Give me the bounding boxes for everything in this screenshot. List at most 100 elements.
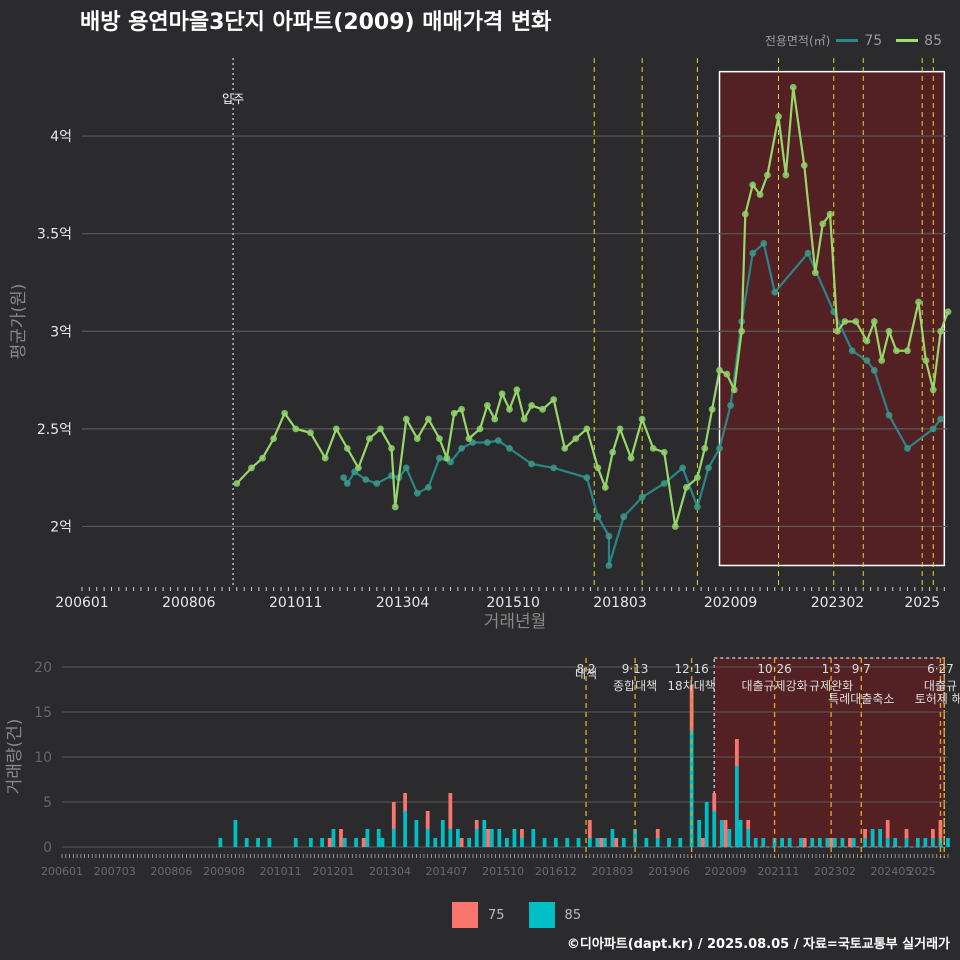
series-75-point-14: [483, 439, 491, 446]
series-85-point-68: [870, 318, 878, 325]
series-85-point-48: [708, 405, 716, 413]
series-85-point-38: [609, 448, 617, 456]
volume-x-tick-label-15: 202405: [870, 865, 912, 878]
series-75-line: [342, 241, 942, 566]
series-85-point-10: [354, 464, 362, 472]
price-x-tick-label-5: 201803: [593, 595, 646, 611]
series-75-point-8: [413, 489, 421, 497]
series-75-point-35: [804, 249, 812, 257]
bar-85-29: [520, 838, 524, 847]
series-85-point-54: [749, 181, 757, 189]
bar-85-3: [256, 838, 260, 847]
bar-85-60: [810, 838, 815, 847]
series-75-point-30: [727, 402, 734, 409]
bar-85-31: [542, 838, 547, 847]
bar-75-11: [587, 820, 592, 838]
volume-chart: 0 5 10 15 20 8·2대책 9·13 종합대책 12·16 18차대책 10·26 대출규제…: [5, 657, 960, 878]
bar-85-65: [851, 838, 856, 847]
policy-label-0: 대책: [575, 666, 597, 681]
legend-box-label-75: 75: [488, 907, 505, 923]
series-85-point-29: [520, 415, 528, 423]
series-75-point-7: [402, 464, 410, 472]
series-75-point-17: [528, 460, 535, 468]
bar-85-19: [440, 820, 445, 847]
price-highlight-box: [718, 70, 946, 567]
bar-85-22: [467, 838, 472, 847]
series-85-point-71: [893, 347, 900, 355]
bar-85-52: [738, 820, 743, 847]
legend-box-85: [528, 902, 555, 928]
bar-85-18: [433, 838, 438, 847]
bar-75-17: [712, 793, 717, 811]
bar-85-74: [931, 838, 935, 847]
series-75-point-34: [771, 288, 779, 296]
series-75-point-40: [885, 411, 893, 419]
volume-x-tick-label-8: 201510: [482, 865, 524, 878]
bar-85-8: [331, 829, 336, 847]
bar-75-1: [339, 829, 343, 847]
bar-85-16: [414, 820, 419, 847]
policy-date-3: 10·26: [757, 662, 791, 676]
series-75-point-37: [848, 347, 856, 355]
footer-credit: ©디아파트(dapt.kr) / 2025.08.05 / 자료=국토교통부 실…: [566, 937, 950, 952]
volume-x-tick-label-10: 201803: [591, 865, 633, 878]
bar-85-32: [554, 838, 558, 847]
series-85-point-46: [694, 474, 701, 482]
bar-75-21: [802, 838, 807, 847]
bottom-legend: 75 85: [452, 902, 595, 928]
bar-85-72: [915, 838, 920, 847]
policy-date-5: 9·7: [852, 662, 871, 676]
chart-title: 배방 용연마을3단지 아파트(2009) 매매가격 변화: [80, 10, 552, 35]
series-85-point-52: [738, 327, 746, 335]
series-85-point-13: [388, 444, 395, 452]
series-85-point-57: [775, 113, 782, 120]
series-85-point-63: [826, 210, 834, 218]
series-85-point-17: [425, 415, 432, 423]
series-85-point-8: [332, 425, 340, 433]
volume-x-tick-label-0: 200601: [41, 865, 83, 878]
series-85-point-7: [321, 454, 329, 462]
series-75-point-41: [904, 444, 911, 452]
series-85-point-75: [929, 386, 937, 394]
bar-85-14: [391, 829, 396, 847]
series-85-point-72: [904, 347, 911, 355]
series-75-point-43: [937, 415, 945, 423]
bar-85-51: [734, 766, 739, 847]
volume-y-axis-label: 거래량(건): [5, 719, 25, 795]
series-85-point-1: [248, 464, 255, 472]
bar-75-7: [459, 838, 464, 847]
bar-85-34: [576, 838, 581, 847]
series-85-point-40: [627, 454, 635, 462]
series-85-point-15: [402, 415, 410, 423]
policy-date-2: 12·16: [674, 662, 708, 676]
bar-85-15: [403, 811, 407, 847]
series-85-point-0: [233, 480, 241, 487]
bar-85-42: [655, 838, 660, 847]
series-75-point-3: [362, 476, 370, 483]
policy-label-4: 규제완화: [809, 679, 853, 693]
bar-85-35: [587, 838, 592, 847]
series-75-point-33: [760, 240, 768, 247]
bar-85-30: [531, 829, 536, 847]
series-85-point-26: [498, 390, 506, 398]
series-85-point-23: [476, 425, 484, 433]
volume-y-tick-label-3: 15: [34, 705, 52, 721]
series-85-point-4: [281, 409, 289, 417]
series-75-point-38: [863, 357, 871, 364]
bar-85-41: [644, 838, 649, 847]
bar-85-11: [365, 829, 370, 847]
policy-date-1: 9·13: [622, 662, 649, 676]
legend-label-75: 75: [864, 32, 883, 49]
series-85-point-9: [343, 444, 351, 452]
volume-x-tick-label-4: 201011: [260, 865, 302, 878]
series-75-point-28: [705, 464, 712, 472]
occupancy-label: 입주: [222, 92, 244, 106]
series-85-point-56: [764, 171, 771, 179]
bar-85-58: [787, 838, 792, 847]
bar-85-69: [885, 838, 890, 847]
bar-85-71: [904, 838, 909, 847]
series-75-point-9: [425, 484, 432, 491]
series-75-point-1: [343, 480, 351, 487]
series-85-point-64: [834, 327, 841, 335]
bar-85-23: [474, 829, 479, 847]
